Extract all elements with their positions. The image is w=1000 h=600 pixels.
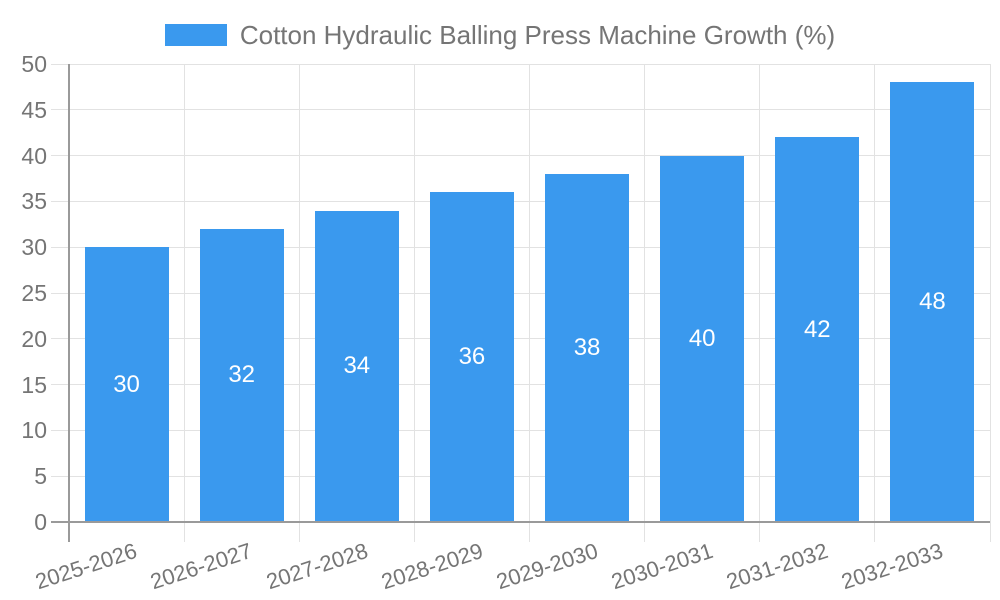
x-axis-tick-label: 2025-2026: [32, 538, 141, 595]
bar-value-label: 34: [343, 352, 371, 380]
y-gridline: [51, 109, 990, 111]
y-gridline: [51, 155, 990, 157]
bar: [314, 210, 399, 522]
bar: [84, 247, 169, 522]
y-axis-tick-label: 15: [21, 371, 47, 398]
y-gridline: [51, 63, 990, 65]
x-gridline: [529, 64, 530, 542]
y-gridline: [51, 429, 990, 431]
bar: [429, 192, 514, 522]
y-gridline: [51, 475, 990, 477]
y-gridline: [51, 338, 990, 340]
x-gridline: [989, 64, 991, 542]
y-axis-tick-label: 40: [21, 142, 47, 169]
y-axis-tick-label: 20: [21, 325, 47, 352]
bar-value-label: 38: [573, 333, 601, 361]
bar-value-label: 32: [228, 361, 256, 389]
x-axis-tick-label: 2026-2027: [147, 538, 256, 595]
y-gridline: [51, 384, 990, 386]
bar: [199, 228, 284, 522]
bar-value-label: 40: [688, 324, 716, 352]
y-axis-tick-label: 50: [21, 51, 47, 77]
y-axis-tick-label: 10: [21, 417, 47, 444]
x-axis-tick-label: 2032-2033: [838, 538, 947, 595]
x-gridline: [413, 64, 415, 542]
y-axis-tick-label: 30: [21, 234, 47, 261]
legend-label: Cotton Hydraulic Balling Press Machine G…: [239, 19, 836, 50]
y-axis-tick-label: 0: [34, 509, 47, 535]
bar: [545, 173, 630, 522]
legend[interactable]: Cotton Hydraulic Balling Press Machine G…: [0, 20, 1000, 50]
legend-swatch: [164, 24, 227, 46]
y-axis-tick-label: 35: [21, 188, 47, 215]
y-axis-tick-label: 5: [34, 463, 47, 490]
x-axis-tick-label: 2031-2032: [723, 538, 832, 595]
x-gridline: [874, 64, 876, 542]
y-axis-tick-label: 25: [21, 280, 47, 306]
bar-value-label: 42: [803, 315, 831, 343]
y-axis-line: [68, 64, 70, 542]
bar-value-label: 48: [919, 288, 946, 316]
bar-value-label: 36: [458, 343, 486, 371]
y-axis-tick-label: 45: [21, 96, 47, 123]
x-gridline: [298, 64, 300, 542]
bar: [660, 155, 745, 522]
y-gridline: [51, 246, 990, 248]
x-gridline: [644, 64, 646, 542]
x-gridline: [183, 64, 185, 542]
x-axis-tick-label: 2029-2030: [492, 538, 601, 595]
x-axis-tick-label: 2030-2031: [608, 538, 716, 595]
y-gridline: [51, 292, 990, 294]
x-axis-line: [51, 521, 990, 523]
x-axis-tick-label: 2028-2029: [377, 538, 486, 595]
bar: [890, 82, 975, 522]
y-gridline: [51, 200, 990, 202]
bar-value-label: 30: [113, 370, 140, 398]
x-gridline: [759, 64, 761, 542]
bar: [775, 137, 860, 522]
x-axis-tick-label: 2027-2028: [262, 538, 371, 595]
